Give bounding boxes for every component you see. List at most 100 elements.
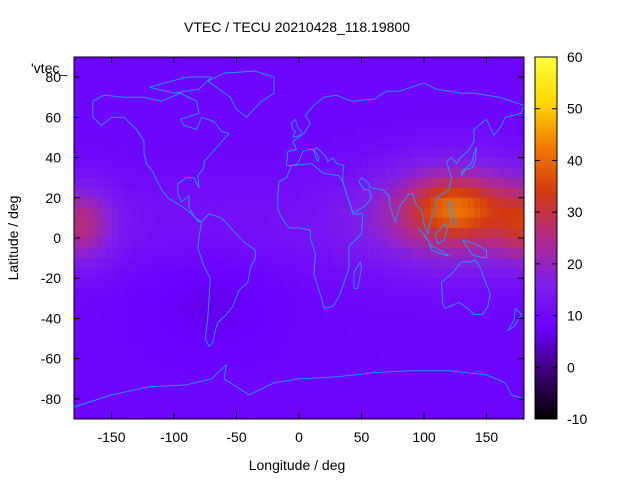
heatmap-cell xyxy=(386,398,394,410)
heatmap-cell xyxy=(280,278,288,289)
heatmap-cell xyxy=(380,97,388,108)
heatmap-cell xyxy=(474,127,481,139)
heatmap-cell xyxy=(467,278,475,289)
heatmap-cell xyxy=(117,278,125,289)
heatmap-cell xyxy=(242,328,250,340)
heatmap-cell xyxy=(155,57,163,68)
heatmap-cell xyxy=(274,227,281,239)
heatmap-cell xyxy=(517,127,524,139)
heatmap-cell xyxy=(217,57,225,68)
heatmap-cell xyxy=(436,167,444,179)
heatmap-cell xyxy=(136,207,144,219)
heatmap-cell xyxy=(361,157,369,169)
heatmap-cell xyxy=(424,117,431,128)
heatmap-cell xyxy=(217,147,225,159)
heatmap-cell xyxy=(161,308,169,320)
heatmap-cell xyxy=(86,238,94,249)
heatmap-cell xyxy=(117,77,125,88)
heatmap-cell xyxy=(442,388,450,400)
heatmap-cell xyxy=(86,328,94,340)
heatmap-cell xyxy=(392,227,400,239)
heatmap-cell xyxy=(105,398,113,410)
heatmap-cell xyxy=(105,107,113,118)
heatmap-cell xyxy=(249,348,256,360)
heatmap-cell xyxy=(180,167,188,179)
heatmap-cell xyxy=(342,117,350,128)
heatmap-cell xyxy=(274,308,281,320)
heatmap-cell xyxy=(511,67,519,78)
heatmap-cell xyxy=(411,278,419,289)
heatmap-cell xyxy=(199,338,206,350)
heatmap-cell xyxy=(99,107,106,118)
heatmap-cell xyxy=(505,348,513,360)
heatmap-cell xyxy=(417,318,425,330)
heatmap-cell xyxy=(305,308,313,320)
heatmap-cell xyxy=(399,398,406,410)
heatmap-cell xyxy=(236,157,244,169)
heatmap-cell xyxy=(117,298,125,309)
heatmap-cell xyxy=(224,358,231,370)
heatmap-cell xyxy=(380,167,388,179)
heatmap-cell xyxy=(486,87,494,98)
heatmap-cell xyxy=(436,157,444,169)
heatmap-cell xyxy=(486,57,494,68)
heatmap-cell xyxy=(511,238,519,249)
coastline-new-guinea xyxy=(462,239,487,259)
heatmap-cell xyxy=(149,268,156,279)
heatmap-cell xyxy=(161,348,169,360)
heatmap-cell xyxy=(130,197,138,209)
heatmap-cell xyxy=(274,97,281,108)
heatmap-cell xyxy=(105,238,113,249)
heatmap-cell xyxy=(261,87,269,98)
heatmap-cell xyxy=(399,207,406,219)
heatmap-cell xyxy=(505,177,513,189)
heatmap-cell xyxy=(267,258,275,269)
heatmap-cell xyxy=(480,378,488,390)
heatmap-cell xyxy=(224,197,231,209)
heatmap-cell xyxy=(186,368,194,380)
heatmap-cell xyxy=(267,137,275,149)
heatmap-cell xyxy=(349,87,356,98)
heatmap-cell xyxy=(161,187,169,199)
heatmap-cell xyxy=(167,197,175,209)
heatmap-cell xyxy=(174,278,181,289)
heatmap-cell xyxy=(186,398,194,410)
heatmap-cell xyxy=(461,167,469,179)
heatmap-cell xyxy=(249,187,256,199)
heatmap-cell xyxy=(105,358,113,370)
heatmap-cell xyxy=(292,348,300,360)
heatmap-cell xyxy=(261,117,269,128)
heatmap-cell xyxy=(174,328,181,340)
heatmap-cell xyxy=(492,268,500,279)
heatmap-cell xyxy=(286,67,294,78)
heatmap-cell xyxy=(330,268,338,279)
heatmap-cell xyxy=(386,117,394,128)
heatmap-cell xyxy=(286,207,294,219)
heatmap-cell xyxy=(186,197,194,209)
heatmap-cell xyxy=(467,328,475,340)
heatmap-cell xyxy=(474,147,481,159)
heatmap-cell xyxy=(505,268,513,279)
heatmap-cell xyxy=(155,137,163,149)
heatmap-cell xyxy=(380,227,388,239)
heatmap-cell xyxy=(74,137,81,149)
heatmap-cell xyxy=(280,298,288,309)
heatmap-cell xyxy=(274,127,281,139)
heatmap-cell xyxy=(80,187,88,199)
heatmap-cell xyxy=(174,217,181,229)
heatmap-cell xyxy=(92,308,100,320)
heatmap-cell xyxy=(392,258,400,269)
heatmap-cell xyxy=(361,388,369,400)
heatmap-cell xyxy=(92,288,100,299)
heatmap-cell xyxy=(380,298,388,309)
colorbar-tick-label: 60 xyxy=(567,49,583,65)
heatmap-cell xyxy=(149,107,156,118)
heatmap-cell xyxy=(161,278,169,289)
heatmap-cell xyxy=(224,278,231,289)
heatmap-cell xyxy=(349,278,356,289)
heatmap-cell xyxy=(242,298,250,309)
heatmap-cell xyxy=(167,127,175,139)
heatmap-cell xyxy=(286,87,294,98)
heatmap-cell xyxy=(424,207,431,219)
heatmap-cell xyxy=(317,77,325,88)
